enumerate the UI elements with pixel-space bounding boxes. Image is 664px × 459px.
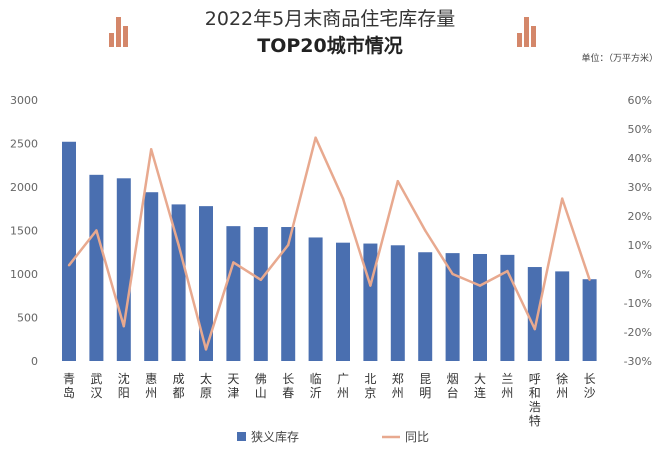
left-tick-label: 2500 — [10, 138, 38, 151]
line-point — [232, 261, 235, 264]
category-label: 佛山 — [255, 372, 267, 400]
left-tick-label: 1000 — [10, 268, 38, 281]
category-label: 郑州 — [392, 371, 404, 400]
category-label: 兰州 — [501, 372, 513, 400]
bar — [116, 178, 131, 361]
right-tick-label: 20% — [628, 210, 652, 223]
bar — [171, 204, 186, 361]
line-point — [204, 348, 208, 351]
legend-label-yoy: 同比 — [405, 430, 429, 444]
bar — [582, 279, 597, 361]
category-label: 广州 — [337, 372, 349, 400]
category-label: 临沂 — [310, 372, 322, 400]
category-label: 徐州 — [556, 371, 568, 400]
bar — [336, 242, 350, 361]
line-point — [424, 229, 427, 232]
bar — [62, 141, 76, 361]
line-point — [314, 136, 317, 139]
right-tick-label: 10% — [628, 239, 652, 252]
left-tick-label: 3000 — [10, 94, 38, 107]
bar — [308, 237, 323, 361]
category-label: 天津 — [227, 372, 239, 400]
bar-chart-icon — [109, 17, 128, 47]
line-point — [451, 272, 454, 276]
line-point — [341, 197, 345, 200]
bar — [144, 192, 159, 361]
line-series — [67, 136, 591, 351]
right-axis: -30% -20% -10% 0% 10% 20% 30% 40% 50% 60% — [624, 94, 652, 368]
unit-label: 单位：（万平方米） — [581, 52, 658, 64]
category-label: 武汉 — [90, 372, 102, 400]
line-point — [506, 269, 509, 273]
legend: 狭义库存 同比 — [237, 429, 429, 444]
right-tick-label: -20% — [624, 326, 652, 339]
category-label: 北京 — [364, 372, 376, 400]
line-point — [122, 325, 126, 328]
line-point — [588, 278, 591, 281]
chart-title: 2022年5月末商品住宅库存量 — [205, 8, 455, 30]
line-point — [287, 243, 290, 247]
line-point — [259, 278, 262, 281]
left-tick-label: 0 — [31, 355, 38, 368]
line-point — [150, 148, 153, 151]
category-label: 呼和浩特 — [529, 372, 541, 428]
bar-series — [62, 141, 597, 361]
category-label: 大连 — [474, 372, 486, 400]
bar — [363, 243, 378, 361]
category-label: 烟台 — [447, 372, 459, 400]
left-tick-label: 2000 — [10, 181, 38, 194]
bar — [253, 227, 268, 361]
right-tick-label: 40% — [628, 152, 652, 165]
yoy-line — [68, 136, 591, 351]
category-label: 太原 — [200, 371, 212, 400]
category-label: 长春 — [282, 372, 294, 400]
right-tick-label: -10% — [624, 297, 652, 310]
line-point — [533, 327, 536, 331]
left-tick-label: 1500 — [10, 225, 38, 238]
right-tick-label: -30% — [624, 355, 652, 368]
bar — [390, 245, 405, 361]
line-point — [67, 264, 71, 267]
right-tick-label: 0% — [635, 268, 652, 281]
bar — [418, 252, 433, 361]
bar — [89, 174, 104, 361]
line-point — [478, 284, 482, 287]
line-point — [396, 180, 399, 183]
line-point — [369, 284, 372, 287]
category-label: 惠州 — [145, 372, 157, 400]
bar-chart-icon — [517, 17, 536, 47]
bar — [473, 253, 487, 361]
chart-subtitle: TOP20城市情况 — [257, 34, 402, 57]
category-label: 沈阳 — [118, 371, 130, 400]
legend-swatch-inventory — [237, 432, 246, 441]
bar — [527, 267, 542, 361]
bar — [555, 271, 570, 361]
line-point — [561, 197, 564, 200]
bar — [199, 206, 213, 361]
bar — [226, 226, 241, 361]
bar — [445, 253, 460, 361]
line-point — [177, 243, 180, 247]
left-axis: 0 500 1000 1500 2000 2500 3000 — [10, 94, 38, 368]
line-point — [95, 229, 98, 232]
right-tick-label: 60% — [628, 94, 652, 107]
right-tick-label: 30% — [628, 181, 652, 194]
category-label: 成都 — [173, 372, 185, 400]
bar — [281, 227, 296, 361]
left-tick-label: 500 — [17, 312, 38, 325]
right-tick-label: 50% — [628, 123, 652, 136]
legend-label-inventory: 狭义库存 — [251, 429, 299, 444]
category-label: 青岛 — [63, 372, 75, 400]
category-label: 长沙 — [584, 372, 596, 400]
category-label: 昆明 — [419, 372, 431, 400]
